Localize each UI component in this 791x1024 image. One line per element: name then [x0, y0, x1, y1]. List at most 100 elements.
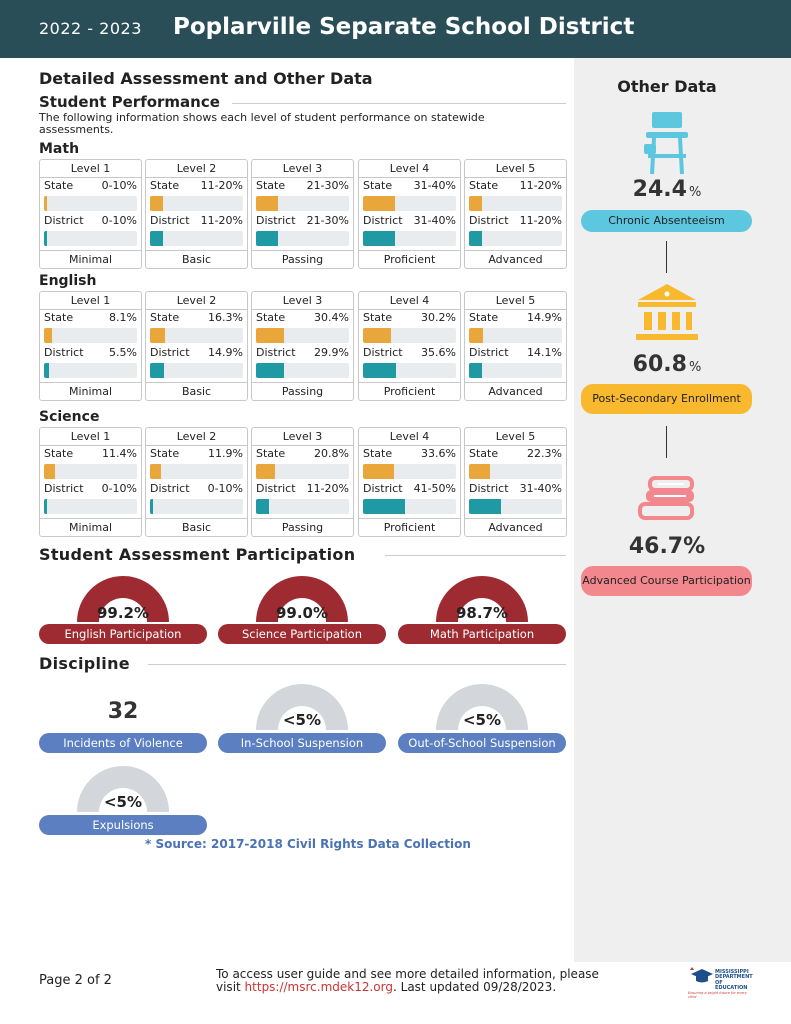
state-row: State 14.9% [469, 311, 562, 324]
district-value: 14.1% [527, 346, 562, 359]
post-secondary-label: Post-Secondary Enrollment [581, 384, 752, 414]
gauge-label: Out-of-School Suspension [398, 733, 566, 753]
state-label: State [363, 447, 393, 460]
district-bar-fill [256, 363, 284, 378]
district-bar-fill [256, 499, 270, 514]
level-label: Level 5 [465, 292, 566, 310]
gauge-value: <5% [282, 711, 322, 729]
state-bar-fill [44, 328, 52, 343]
district-bar-fill [363, 231, 395, 246]
state-row: State 11.4% [44, 447, 137, 460]
level-description: Minimal [40, 382, 141, 400]
msrc-link[interactable]: https://msrc.mdek12.org [244, 980, 393, 995]
level-description: Basic [146, 382, 247, 400]
other-data-title: Other Data [617, 77, 717, 96]
subject-title: Math [39, 141, 80, 157]
state-value: 11.9% [208, 447, 243, 460]
connector-line [666, 426, 667, 458]
school-desk-icon [644, 112, 688, 175]
gauge-value: 99.0% [275, 604, 329, 622]
state-bar [150, 464, 243, 479]
district-value: 41-50% [413, 482, 456, 495]
district-bar-fill [150, 231, 164, 246]
district-bar [363, 231, 456, 246]
district-bar-fill [44, 499, 47, 514]
district-bar [150, 363, 243, 378]
district-label: District [363, 214, 403, 227]
state-bar-fill [469, 464, 490, 479]
violence-count: 32 [107, 699, 139, 724]
discipline-heading: Discipline [39, 654, 130, 673]
gauge-value: 99.2% [96, 604, 150, 622]
district-label: District [150, 482, 190, 495]
district-value: 0-10% [101, 482, 137, 495]
state-row: State 11-20% [150, 179, 243, 192]
state-row: State 11-20% [469, 179, 562, 192]
district-bar [469, 363, 562, 378]
state-row: State 33.6% [363, 447, 456, 460]
district-label: District [363, 482, 403, 495]
district-label: District [256, 482, 296, 495]
gauge-arc-icon [256, 684, 348, 730]
state-bar-fill [44, 196, 47, 211]
level-description: Passing [252, 250, 353, 268]
level-label: Level 1 [40, 160, 141, 178]
performance-levels: Level 1 State 0-10% District 0-10% Minimal Lev… [39, 159, 567, 269]
district-bar [256, 363, 349, 378]
state-label: State [150, 447, 180, 460]
district-value: 11-20% [200, 214, 243, 227]
level-label: Level 2 [146, 428, 247, 446]
district-value: 35.6% [421, 346, 456, 359]
district-bar [256, 499, 349, 514]
level-label: Level 5 [465, 428, 566, 446]
district-value: 11-20% [519, 214, 562, 227]
state-label: State [256, 179, 286, 192]
state-value: 33.6% [421, 447, 456, 460]
district-value: 31-40% [519, 482, 562, 495]
level-card: Level 3 State 21-30% District 21-30% Passing [251, 159, 354, 269]
district-row: District 0-10% [44, 214, 137, 227]
performance-levels: Level 1 State 11.4% District 0-10% Minimal Lev… [39, 427, 567, 537]
state-value: 11-20% [519, 179, 562, 192]
level-description: Basic [146, 518, 247, 536]
state-value: 16.3% [208, 311, 243, 324]
district-bar [44, 231, 137, 246]
state-value: 31-40% [413, 179, 456, 192]
post-secondary-value: 60.8% [632, 352, 702, 377]
level-card: Level 3 State 20.8% District 11-20% Passing [251, 427, 354, 537]
advanced-course-value: 46.7% [628, 534, 706, 559]
books-icon [638, 476, 694, 520]
district-bar-fill [44, 363, 50, 378]
district-label: District [44, 346, 84, 359]
district-row: District 0-10% [44, 482, 137, 495]
performance-levels: Level 1 State 8.1% District 5.5% Minimal Level… [39, 291, 567, 401]
district-value: 29.9% [314, 346, 349, 359]
performance-intro: The following information shows each lev… [39, 111, 485, 136]
district-row: District 29.9% [256, 346, 349, 359]
district-bar [150, 231, 243, 246]
level-label: Level 4 [359, 160, 460, 178]
level-card: Level 5 State 22.3% District 31-40% Advanced [464, 427, 567, 537]
district-bar [363, 499, 456, 514]
data-source-note: * Source: 2017-2018 Civil Rights Data Co… [145, 837, 471, 851]
district-row: District 11-20% [256, 482, 349, 495]
state-row: State 20.8% [256, 447, 349, 460]
state-bar-fill [256, 196, 279, 211]
district-row: District 14.1% [469, 346, 562, 359]
out-of-school-suspension-gauge: <5% Out-of-School Suspension [398, 682, 566, 753]
district-bar-fill [363, 363, 397, 378]
state-row: State 8.1% [44, 311, 137, 324]
district-bar [44, 363, 137, 378]
district-value: 5.5% [109, 346, 137, 359]
math-participation-gauge: 98.7% Math Participation [398, 574, 566, 644]
state-row: State 21-30% [256, 179, 349, 192]
divider [148, 664, 566, 665]
district-row: District 5.5% [44, 346, 137, 359]
gauge-arc-icon [77, 576, 169, 622]
state-value: 22.3% [527, 447, 562, 460]
level-card: Level 2 State 16.3% District 14.9% Basic [145, 291, 248, 401]
state-bar [363, 464, 456, 479]
english-participation-gauge: 99.2% English Participation [39, 574, 207, 644]
chronic-absenteeism-label: Chronic Absenteeism [581, 210, 752, 232]
level-label: Level 3 [252, 292, 353, 310]
